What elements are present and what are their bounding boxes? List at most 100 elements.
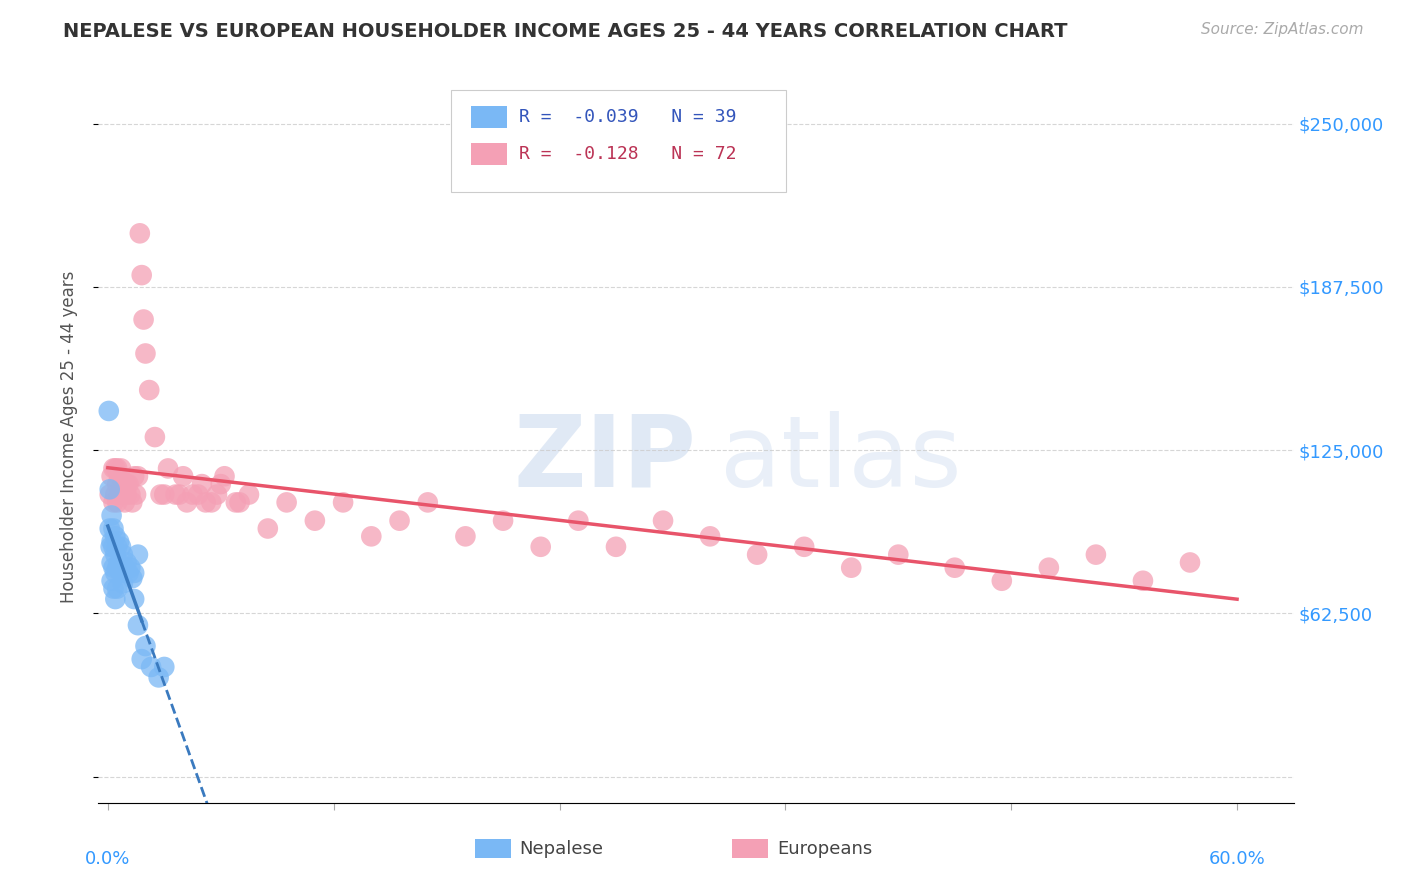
Point <box>127 548 149 562</box>
Point <box>103 521 125 535</box>
Point <box>153 660 176 674</box>
Point <box>103 560 125 574</box>
Point <box>1132 574 1154 588</box>
Bar <box>475 839 510 858</box>
Point <box>127 618 149 632</box>
Point <box>1084 548 1107 562</box>
Point <box>100 540 122 554</box>
Point <box>991 574 1014 588</box>
Text: R =  -0.039   N = 39: R = -0.039 N = 39 <box>519 109 737 127</box>
Bar <box>471 106 508 128</box>
Point <box>110 461 132 475</box>
Point <box>105 540 128 554</box>
Point <box>121 495 143 509</box>
Point <box>143 430 166 444</box>
Point <box>103 495 125 509</box>
Point <box>108 534 131 549</box>
Point <box>699 529 721 543</box>
Point <box>115 487 138 501</box>
Point <box>108 556 131 570</box>
Point <box>100 534 122 549</box>
Point <box>115 556 138 570</box>
Point <box>454 529 477 543</box>
Point <box>122 566 145 580</box>
Point <box>256 521 278 535</box>
Point <box>122 469 145 483</box>
Point <box>100 469 122 483</box>
Point <box>125 487 148 501</box>
Point <box>238 487 260 501</box>
Point <box>492 514 515 528</box>
Point <box>104 487 127 501</box>
Point <box>120 560 142 574</box>
Point <box>194 495 217 509</box>
Point <box>360 529 382 543</box>
Point <box>214 469 236 483</box>
Point <box>108 487 131 501</box>
Point <box>104 592 127 607</box>
Point <box>104 529 127 543</box>
Point <box>747 548 769 562</box>
Point <box>139 660 162 674</box>
Text: atlas: atlas <box>720 410 962 508</box>
Point <box>172 469 194 483</box>
Point <box>97 404 120 418</box>
Bar <box>471 143 508 165</box>
Point <box>104 461 127 475</box>
Point <box>276 495 298 509</box>
Point <box>117 566 139 580</box>
Point <box>111 548 134 562</box>
Point <box>165 487 187 501</box>
Point <box>127 469 149 483</box>
Point <box>209 477 232 491</box>
Point <box>605 540 627 554</box>
Point <box>131 652 153 666</box>
Point <box>205 487 228 501</box>
Point <box>793 540 815 554</box>
Text: R =  -0.128   N = 72: R = -0.128 N = 72 <box>519 145 737 163</box>
Point <box>388 514 411 528</box>
Point <box>117 477 139 491</box>
Point <box>105 495 128 509</box>
Point <box>114 560 136 574</box>
Point <box>98 483 121 497</box>
Point <box>104 566 127 580</box>
Point <box>120 487 142 501</box>
Point <box>121 571 143 585</box>
Point <box>110 540 132 554</box>
Point <box>191 477 214 491</box>
Point <box>98 521 121 535</box>
Bar <box>733 839 768 858</box>
Text: 60.0%: 60.0% <box>1209 850 1265 868</box>
Point <box>100 508 122 523</box>
Point <box>225 495 247 509</box>
Point <box>304 514 326 528</box>
Point <box>122 592 145 607</box>
Point <box>1178 556 1201 570</box>
Point <box>100 574 122 588</box>
Point <box>104 548 127 562</box>
Point <box>1038 560 1060 574</box>
Point <box>652 514 675 528</box>
Point <box>887 548 910 562</box>
Point <box>105 477 128 491</box>
Point <box>839 560 862 574</box>
Point <box>149 487 172 501</box>
Point <box>148 670 170 684</box>
Point <box>181 487 204 501</box>
Point <box>332 495 354 509</box>
Point <box>103 582 125 596</box>
Point <box>105 461 128 475</box>
Text: Source: ZipAtlas.com: Source: ZipAtlas.com <box>1201 22 1364 37</box>
Point <box>200 495 222 509</box>
Point <box>115 477 138 491</box>
Point <box>111 477 134 491</box>
Point <box>176 495 198 509</box>
Point <box>169 487 191 501</box>
Point <box>943 560 966 574</box>
Point <box>105 582 128 596</box>
Point <box>111 576 134 591</box>
Point <box>157 461 180 475</box>
Point <box>131 268 153 282</box>
Point <box>416 495 439 509</box>
